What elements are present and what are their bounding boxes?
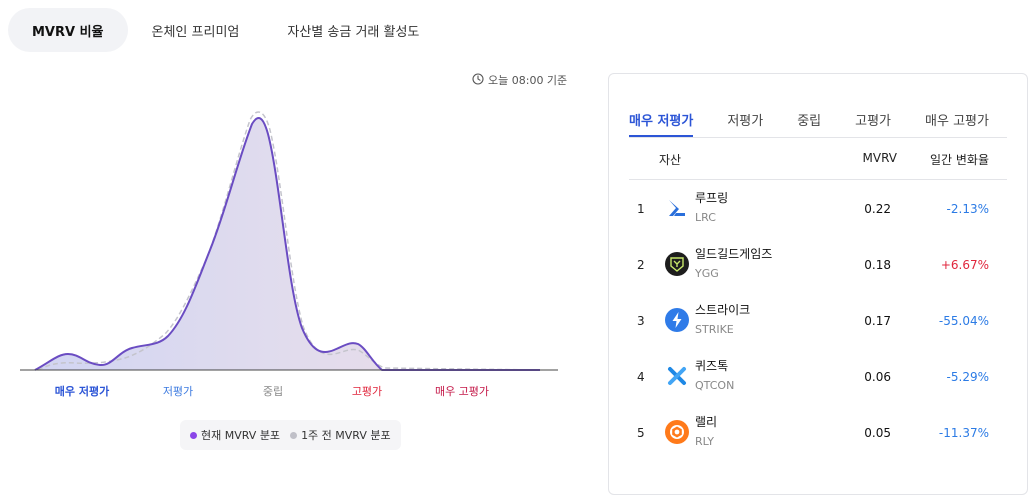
asset-change: -55.04% — [938, 314, 989, 328]
zone-label-very-overvalued: 매우 고평가 — [434, 385, 490, 398]
asset-change: -2.13% — [946, 202, 989, 216]
legend-previous-dot — [290, 431, 298, 439]
current-distribution-area — [35, 118, 540, 370]
legend-current-dot — [190, 431, 197, 439]
zone-label-very-undervalued: 매우 저평가 — [54, 385, 110, 398]
legend-previous-label: 1주 전 MVRV 분포 — [301, 429, 391, 442]
asset-change: -5.29% — [946, 370, 989, 384]
table-header: 자산 MVRV 일간 변화율 — [629, 138, 1007, 180]
valuation-tab-bar: 매우 저평가 저평가 중립 고평가 매우 고평가 — [629, 104, 1007, 138]
table-row[interactable]: 4 퀴즈톡 QTCON 0.06 -5.29% — [629, 348, 1007, 404]
row-rank: 4 — [637, 370, 645, 384]
asset-name: 퀴즈톡 — [695, 359, 729, 373]
asset-mvrv: 0.05 — [864, 426, 891, 440]
asset-mvrv: 0.18 — [864, 258, 891, 272]
zone-label-undervalued: 저평가 — [162, 385, 194, 398]
zone-labels: 매우 저평가 저평가 중립 고평가 매우 고평가 — [0, 383, 580, 401]
asset-name: 스트라이크 — [695, 303, 751, 317]
asset-mvrv: 0.06 — [864, 370, 891, 384]
rally-logo-icon — [665, 420, 689, 444]
legend-current: 현재 MVRV 분포 — [190, 427, 280, 443]
table-row[interactable]: 3 스트라이크 STRIKE 0.17 -55.04% — [629, 292, 1007, 348]
table-row[interactable]: 5 랠리 RLY 0.05 -11.37% — [629, 404, 1007, 460]
asset-ticker: LRC — [695, 211, 716, 224]
chart-legend: 현재 MVRV 분포 1주 전 MVRV 분포 — [180, 420, 401, 450]
tab-mvrv-ratio[interactable]: MVRV 비율 — [8, 8, 128, 52]
tab-transfer-activity[interactable]: 자산별 송금 거래 활성도 — [287, 24, 420, 40]
tab-very-overvalued[interactable]: 매우 고평가 — [925, 114, 989, 129]
tab-onchain-premium[interactable]: 온체인 프리미엄 — [151, 24, 240, 40]
loopring-logo-icon — [665, 196, 689, 220]
header-change: 일간 변화율 — [929, 153, 989, 167]
asset-ticker: QTCON — [695, 379, 735, 392]
asset-ticker: YGG — [695, 267, 719, 280]
ygg-logo-icon — [665, 252, 689, 276]
legend-previous: 1주 전 MVRV 분포 — [290, 427, 391, 443]
table-row[interactable]: 2 일드길드게임즈 YGG 0.18 +6.67% — [629, 236, 1007, 292]
asset-name: 루프링 — [695, 191, 729, 205]
qtcon-logo-icon — [665, 364, 689, 388]
zone-label-neutral: 중립 — [262, 385, 284, 398]
asset-name: 랠리 — [695, 415, 718, 429]
tab-undervalued[interactable]: 저평가 — [727, 114, 764, 129]
asset-ticker: RLY — [695, 435, 715, 448]
header-asset: 자산 — [659, 153, 682, 167]
row-rank: 1 — [637, 202, 645, 216]
asset-mvrv: 0.17 — [864, 314, 891, 328]
clock-icon — [472, 72, 484, 88]
asset-change: -11.37% — [938, 426, 989, 440]
strike-logo-icon — [665, 308, 689, 332]
tab-very-undervalued[interactable]: 매우 저평가 — [629, 104, 694, 137]
timestamp: 오늘 08:00 기준 — [472, 72, 567, 88]
top-tab-bar: MVRV 비율 온체인 프리미엄 자산별 송금 거래 활성도 — [8, 8, 443, 52]
asset-name: 일드길드게임즈 — [695, 247, 773, 261]
previous-distribution-line — [37, 111, 541, 371]
row-rank: 3 — [637, 314, 645, 328]
asset-mvrv: 0.22 — [864, 202, 891, 216]
row-rank: 2 — [637, 258, 645, 272]
asset-ranking-panel: 매우 저평가 저평가 중립 고평가 매우 고평가 자산 MVRV 일간 변화율 … — [608, 73, 1028, 495]
timestamp-text: 오늘 08:00 기준 — [488, 74, 568, 87]
tab-overvalued[interactable]: 고평가 — [855, 114, 892, 129]
asset-ticker: STRIKE — [695, 323, 734, 336]
zone-label-overvalued: 고평가 — [351, 385, 383, 398]
mvrv-distribution-chart — [0, 100, 580, 410]
tab-neutral[interactable]: 중립 — [797, 114, 822, 129]
current-distribution-line — [34, 117, 540, 371]
table-row[interactable]: 1 루프링 LRC 0.22 -2.13% — [629, 180, 1007, 236]
legend-current-label: 현재 MVRV 분포 — [201, 429, 281, 442]
row-rank: 5 — [637, 426, 645, 440]
header-mvrv: MVRV — [862, 151, 897, 165]
asset-change: +6.67% — [940, 258, 989, 272]
